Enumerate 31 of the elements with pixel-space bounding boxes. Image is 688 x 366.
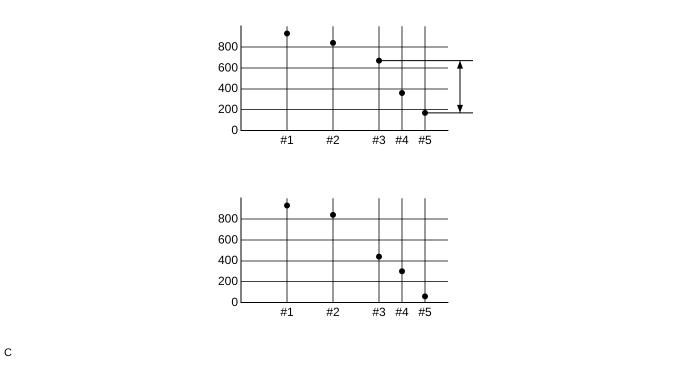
point: [376, 58, 382, 64]
point: [284, 30, 290, 37]
y-tick-label: 600: [218, 60, 238, 74]
y-tick-label: 400: [218, 253, 238, 268]
text: C: [4, 347, 12, 359]
x-tick-label: #5: [418, 305, 432, 320]
point: [376, 254, 382, 260]
y-tick-label: 800: [218, 211, 238, 226]
y-tick-label: 800: [218, 39, 238, 54]
point: [330, 212, 336, 218]
x-tick-label: #1: [280, 305, 294, 320]
y-tick-label: 0: [231, 294, 238, 309]
x-tick-label: #5: [418, 133, 432, 148]
y-tick-label: 0: [231, 122, 238, 137]
point: [284, 202, 290, 209]
x-tick-label: #3: [372, 305, 386, 320]
x-tick-label: #3: [372, 133, 386, 148]
point: [422, 110, 428, 116]
x-tick-label: #1: [280, 133, 294, 148]
point: [399, 90, 406, 96]
point: [399, 268, 406, 274]
y-tick-label: 200: [218, 102, 238, 116]
x-tick-label: #2: [326, 133, 340, 148]
point: [330, 40, 336, 46]
x-tick-label: #4: [395, 133, 409, 148]
x-tick-label: #4: [395, 305, 409, 320]
y-tick-label: 400: [218, 81, 238, 96]
y-tick-label: 200: [218, 274, 238, 288]
x-tick-label: #2: [326, 305, 340, 320]
y-tick-label: 600: [218, 232, 238, 246]
point: [422, 293, 428, 300]
